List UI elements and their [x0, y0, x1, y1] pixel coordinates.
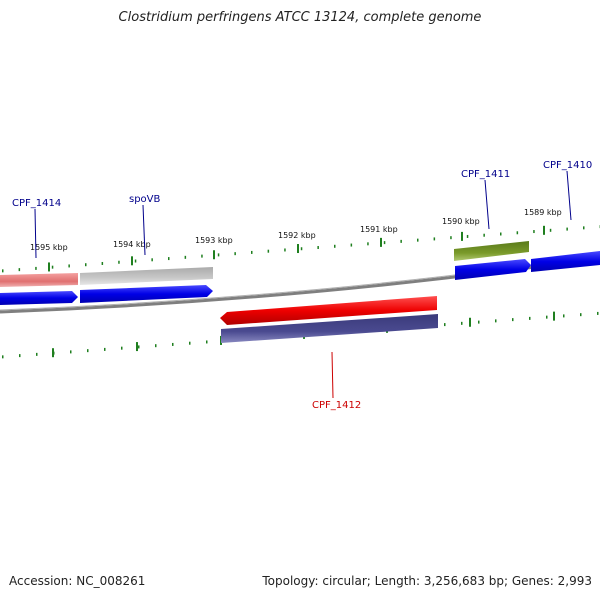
- ruler-major-tick: [469, 317, 471, 327]
- feature-cpf-1411-cds[interactable]: [455, 259, 531, 280]
- ruler-dot: [495, 319, 497, 323]
- ruler-dot: [284, 248, 286, 252]
- tick-label: 1593 kbp: [195, 236, 233, 245]
- ruler-dot: [35, 266, 37, 270]
- ruler-major-tick: [52, 348, 54, 358]
- ruler-dot: [529, 316, 531, 320]
- ruler-dot: [417, 238, 419, 242]
- ruler-dot: [546, 315, 548, 319]
- ruler-major-tick: [553, 311, 555, 321]
- ruler-dot: [19, 354, 21, 358]
- ruler-dot: [267, 249, 270, 253]
- ruler-dot: [2, 269, 4, 273]
- ruler-major-tick: [136, 342, 138, 352]
- ruler-dot: [217, 253, 220, 257]
- gene-label[interactable]: CPF_1410: [543, 160, 592, 171]
- ruler-dot: [51, 265, 54, 269]
- ruler-dot: [134, 259, 137, 263]
- ruler-dot: [36, 352, 38, 356]
- gene-leader-line: [331, 351, 334, 399]
- ruler-major-tick: [48, 262, 50, 272]
- ruler-dot: [383, 241, 386, 245]
- ruler-major-tick: [461, 231, 463, 241]
- ruler-dot: [2, 355, 4, 359]
- gene-label[interactable]: CPF_1411: [461, 169, 510, 180]
- ruler-dot: [168, 257, 170, 261]
- ruler-dot: [155, 344, 157, 348]
- gene-label[interactable]: CPF_1414: [12, 198, 61, 209]
- ruler-dot: [206, 340, 208, 344]
- ruler-dot: [533, 230, 535, 234]
- ruler-dot: [184, 255, 187, 259]
- ruler-dot: [201, 254, 203, 258]
- gene-leader-line: [566, 170, 572, 221]
- ruler-dot: [483, 233, 485, 237]
- ruler-dot: [583, 226, 585, 230]
- tick-label: 1589 kbp: [524, 208, 562, 217]
- map-title: Clostridium perfringens ATCC 13124, comp…: [118, 10, 482, 25]
- ruler-dot: [461, 321, 463, 325]
- gene-leader-line: [484, 179, 490, 230]
- ruler-dot: [563, 314, 565, 318]
- ruler-major-tick: [131, 256, 133, 266]
- ruler-dot: [549, 228, 552, 232]
- ruler-dot: [580, 313, 582, 317]
- ruler-major-tick: [297, 244, 299, 254]
- ruler-dot: [189, 341, 191, 345]
- feature-cpf-1412-rna[interactable]: [221, 314, 438, 343]
- ruler-major-tick: [380, 237, 382, 247]
- ruler-dot: [444, 323, 446, 327]
- ruler-major-tick: [543, 225, 545, 235]
- feature-cpf-1414-cds[interactable]: [0, 291, 78, 305]
- ruler-dot: [478, 320, 480, 324]
- ruler-dot: [433, 237, 436, 241]
- ruler-dot: [597, 311, 599, 315]
- feature-cpf-1412-cds[interactable]: [220, 296, 437, 325]
- ruler-dot: [121, 346, 123, 350]
- ruler-dot: [172, 342, 174, 346]
- ruler-dot: [87, 349, 89, 353]
- ruler-dot: [300, 247, 303, 251]
- ruler-dot: [512, 318, 514, 322]
- ruler-dot: [367, 242, 369, 246]
- ruler-dot: [151, 258, 153, 262]
- gene-leader-line: [34, 208, 37, 259]
- ruler-dot: [516, 231, 519, 235]
- ruler-dot: [101, 261, 104, 265]
- ruler-dot: [118, 260, 120, 264]
- ruler-dot: [68, 264, 70, 268]
- ruler-dot: [450, 236, 452, 240]
- ruler-dot: [334, 244, 336, 248]
- tick-label: 1594 kbp: [113, 240, 151, 249]
- ruler-dot: [317, 246, 319, 250]
- tick-label: 1595 kbp: [30, 243, 68, 252]
- ruler-dot: [400, 239, 402, 243]
- ruler-major-tick: [213, 250, 215, 260]
- ruler-dot: [500, 232, 502, 236]
- tick-label: 1590 kbp: [442, 217, 480, 226]
- ruler-dot: [104, 347, 106, 351]
- feature-cpf-1410-cds[interactable]: [531, 251, 600, 272]
- ruler-dot: [566, 227, 568, 231]
- topology-summary: Topology: circular; Length: 3,256,683 bp…: [262, 574, 592, 588]
- gene-label[interactable]: spoVB: [129, 194, 161, 205]
- tick-label: 1591 kbp: [360, 225, 398, 234]
- feature-cpf-1411-rna[interactable]: [454, 241, 529, 261]
- gene-label[interactable]: CPF_1412: [312, 400, 361, 411]
- ruler-dot: [251, 250, 253, 254]
- feature-spovb-rna[interactable]: [80, 267, 213, 285]
- feature-cpf-1414-rna[interactable]: [0, 273, 78, 287]
- accession-text: Accession: NC_008261: [9, 574, 146, 588]
- ruler-dot: [466, 234, 469, 238]
- ruler-dot: [18, 268, 21, 272]
- ruler-dot: [85, 263, 87, 267]
- ruler-dot: [350, 243, 353, 247]
- gene-leader-line: [142, 204, 146, 256]
- tick-label: 1592 kbp: [278, 231, 316, 240]
- ruler-dot: [70, 350, 72, 354]
- feature-spovb-cds[interactable]: [80, 285, 213, 303]
- ruler-dot: [234, 252, 236, 256]
- ruler-dot: [138, 345, 140, 349]
